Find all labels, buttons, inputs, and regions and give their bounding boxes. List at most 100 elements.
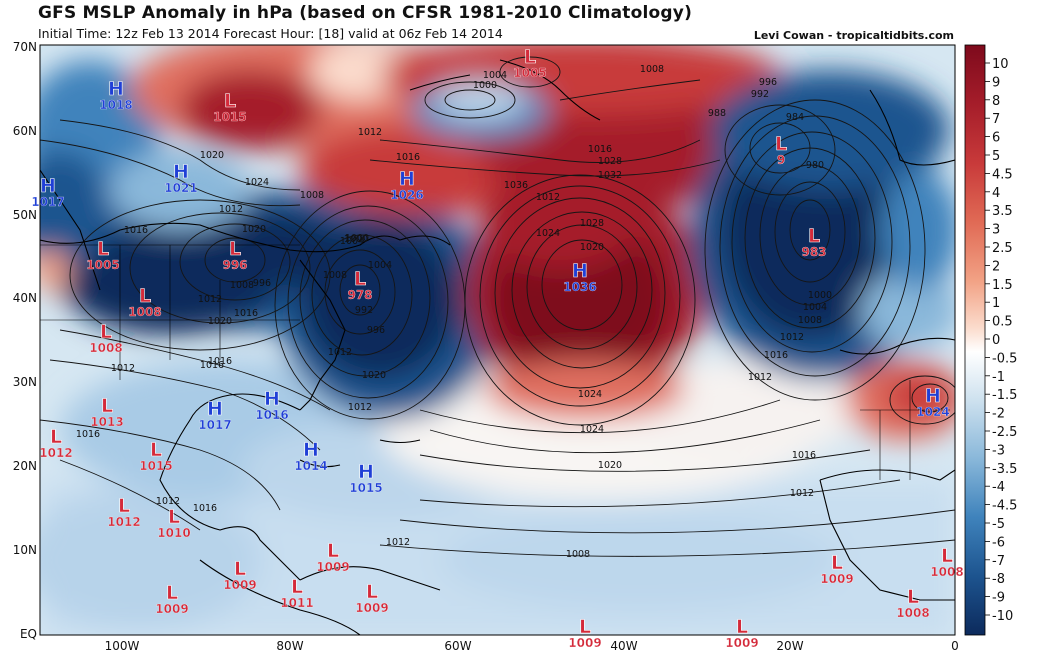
pressure-value: 1009 <box>820 572 853 586</box>
isobar-value-label: 1012 <box>780 332 804 343</box>
coastlines <box>40 59 955 635</box>
borders <box>40 244 950 480</box>
low-symbol: L <box>291 576 303 598</box>
axis-labels: 70N 60N 50N 40N 30N 20N 10N EQ 100W 80W 60W 40W 20W 0 <box>13 40 959 653</box>
pressure-value: 1036 <box>563 280 596 294</box>
isobar-value-label: 1004 <box>340 236 364 247</box>
low-symbol: L <box>524 46 536 68</box>
isobar-value-label: 1012 <box>156 496 180 507</box>
high-symbol: H <box>173 161 189 183</box>
isobar-value-label: 1020 <box>362 370 386 381</box>
colorbar-label: 9 <box>992 75 1000 90</box>
isobar-value-label: 1008 <box>640 64 664 75</box>
isobar-value-label: 1016 <box>208 356 232 367</box>
isobar-value-label: 1012 <box>198 294 222 305</box>
low-symbol: L <box>150 439 162 461</box>
isobar-value-label: 1028 <box>580 218 604 229</box>
pressure-value: 1009 <box>725 636 758 650</box>
colorbar-ticks: 10 9 8 7 6 5 4.5 4 3.5 3 2.5 2 1.5 1 0.5 0 -0.5 -1 -1.5 -2 -… <box>985 57 1017 624</box>
isobar-value-label: 1000 <box>344 234 368 245</box>
colorbar-label: -5 <box>992 517 1005 532</box>
colorbar-label: -2.5 <box>992 425 1017 440</box>
colorbar-label: 6 <box>992 131 1000 146</box>
isobar-value-label: 996 <box>253 278 271 289</box>
low-symbol: L <box>101 395 113 417</box>
colorbar-label: -0.5 <box>992 351 1017 366</box>
isobar-value-label: 1000 <box>345 233 369 244</box>
colorbar-label: 4 <box>992 186 1000 201</box>
pressure-value: 1015 <box>213 110 246 124</box>
colorbar-label: 3.5 <box>992 204 1013 219</box>
anomaly-field <box>40 45 955 635</box>
pressure-value: 1008 <box>89 341 122 355</box>
map-frame <box>39 44 956 636</box>
isobar-value-label: 1020 <box>208 316 232 327</box>
isobar-value-label: 1012 <box>748 372 772 383</box>
pressure-value: 1009 <box>223 578 256 592</box>
pressure-value: 9 <box>777 153 785 167</box>
low-symbol: L <box>831 552 843 574</box>
pressure-value: 1009 <box>155 602 188 616</box>
isobar-value-label: 1016 <box>396 152 420 163</box>
pressure-value: 996 <box>222 258 247 272</box>
colorbar-label: -4.5 <box>992 499 1017 514</box>
high-symbol: H <box>207 398 223 420</box>
pressure-value: 1010 <box>157 526 190 540</box>
pressure-value: 1017 <box>31 195 64 209</box>
isobar-value-label: 1012 <box>328 347 352 358</box>
lon-label: 100W <box>105 639 140 653</box>
colorbar-label: -6 <box>992 535 1005 550</box>
low-symbol: L <box>139 285 151 307</box>
lat-label: 70N <box>13 40 37 54</box>
colorbar-label: 5 <box>992 149 1000 164</box>
isobars <box>40 56 955 557</box>
pressure-value: 1013 <box>90 415 123 429</box>
isobar-value-label: 1008 <box>798 315 822 326</box>
isobar-value-label: 1024 <box>580 424 604 435</box>
pressure-value: 1026 <box>390 188 423 202</box>
colorbar-label: -2 <box>992 407 1005 422</box>
isobar-value-label: 1012 <box>358 127 382 138</box>
isobar-value-label: 1016 <box>234 308 258 319</box>
isobar-value-label: 1008 <box>323 270 347 281</box>
isobar-value-label: 1004 <box>368 260 392 271</box>
pressure-value: 978 <box>347 288 372 302</box>
low-symbol: L <box>100 321 112 343</box>
isobar-value-label: 1032 <box>598 170 622 181</box>
isobar-value-label: 1012 <box>790 488 814 499</box>
low-symbol: L <box>166 582 178 604</box>
pressure-value: 1015 <box>349 481 382 495</box>
low-symbol: L <box>907 586 919 608</box>
pressure-value: 1016 <box>255 408 288 422</box>
lat-label: 40N <box>13 291 37 305</box>
colorbar-label: -1 <box>992 370 1005 385</box>
low-pressure-center: L9 <box>775 133 788 167</box>
lat-label: 10N <box>13 543 37 557</box>
low-symbol: L <box>234 558 246 580</box>
pressure-value: 1018 <box>99 98 132 112</box>
isobar-value-label: 992 <box>751 89 769 100</box>
low-symbol: L <box>50 426 62 448</box>
isobar-value-label: 1012 <box>348 402 372 413</box>
low-symbol: L <box>168 506 180 528</box>
low-symbol: L <box>736 616 748 638</box>
low-symbol: L <box>775 133 787 155</box>
